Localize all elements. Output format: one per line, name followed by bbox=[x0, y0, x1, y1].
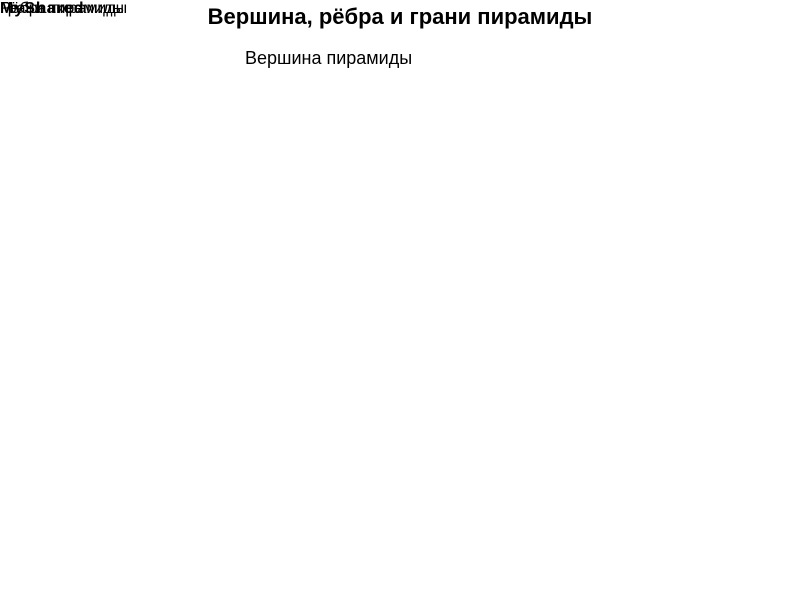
diagram-svg bbox=[0, 0, 800, 600]
diagram-stage: Вершина, рёбра и грани пирамиды Вершина … bbox=[0, 0, 800, 600]
